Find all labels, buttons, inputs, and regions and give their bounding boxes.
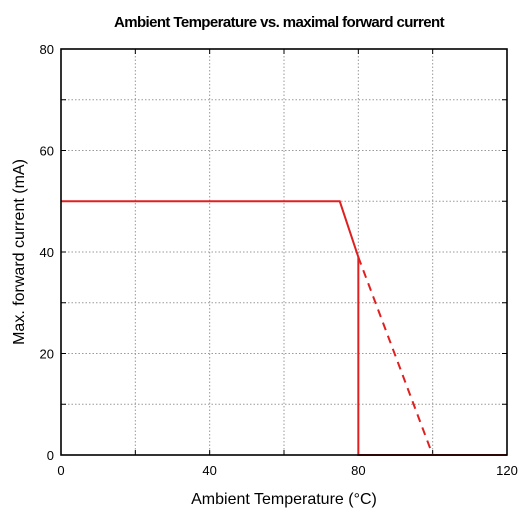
grid bbox=[61, 49, 507, 455]
y-tick-label: 80 bbox=[40, 42, 54, 57]
y-axis-label: Max. forward current (mA) bbox=[11, 159, 28, 345]
x-tick-label: 80 bbox=[351, 463, 365, 478]
y-tick-label: 40 bbox=[40, 245, 54, 260]
x-tick-label: 0 bbox=[57, 463, 64, 478]
y-tick-label: 20 bbox=[40, 347, 54, 362]
y-tick-label: 0 bbox=[47, 448, 54, 463]
y-tick-label: 60 bbox=[40, 144, 54, 159]
plot-frame bbox=[60, 48, 508, 456]
x-axis-label: Ambient Temperature (°C) bbox=[191, 491, 377, 508]
x-tick-label: 120 bbox=[496, 463, 518, 478]
dashed-derating-line bbox=[357, 256, 434, 456]
x-tick-label: 40 bbox=[202, 463, 216, 478]
chart-title: Ambient Temperature vs. maximal forward … bbox=[114, 14, 445, 31]
axis-ticks: 0 40 80 120 0 20 40 60 80 bbox=[40, 42, 518, 478]
